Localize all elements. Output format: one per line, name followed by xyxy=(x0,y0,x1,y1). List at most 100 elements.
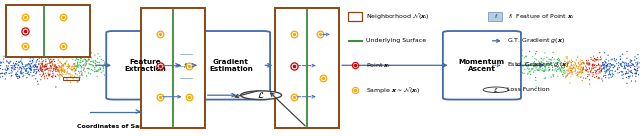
Point xyxy=(0,68,10,70)
Point xyxy=(561,56,571,58)
Point xyxy=(86,56,96,58)
Point xyxy=(16,66,26,68)
Point xyxy=(81,61,91,63)
Point xyxy=(516,65,526,68)
Point xyxy=(617,71,627,73)
Point xyxy=(603,68,613,70)
Point xyxy=(17,64,28,66)
Point xyxy=(54,78,65,80)
Point xyxy=(47,61,57,63)
Point xyxy=(573,66,584,68)
Point xyxy=(98,70,108,72)
Point xyxy=(613,62,623,64)
Point xyxy=(539,57,549,60)
Point xyxy=(581,70,591,72)
Text: Gradient
Estimation: Gradient Estimation xyxy=(209,59,253,72)
Point xyxy=(83,67,93,69)
Point xyxy=(74,59,84,61)
Point xyxy=(78,60,88,62)
Point xyxy=(47,60,57,63)
Point xyxy=(95,67,105,69)
Point xyxy=(558,74,568,76)
Point xyxy=(569,64,579,66)
Point xyxy=(586,71,596,73)
Point xyxy=(58,63,68,66)
Point xyxy=(58,64,68,66)
Point xyxy=(19,66,29,68)
Point xyxy=(113,61,124,63)
Point xyxy=(531,79,541,81)
Text: $f_i$: $f_i$ xyxy=(184,61,189,72)
Point xyxy=(12,67,22,69)
Point xyxy=(483,56,493,58)
Point xyxy=(102,60,113,62)
Point xyxy=(570,69,580,71)
Point xyxy=(21,70,31,72)
Point xyxy=(71,69,81,71)
Circle shape xyxy=(241,91,282,100)
Point xyxy=(83,67,93,69)
Point xyxy=(532,65,542,67)
Point xyxy=(77,74,88,76)
Point xyxy=(534,69,544,71)
Point xyxy=(525,64,536,67)
Point xyxy=(157,64,168,67)
Point xyxy=(24,73,34,76)
Point xyxy=(556,69,566,71)
Point xyxy=(631,71,640,73)
Point xyxy=(21,72,31,75)
Point xyxy=(70,59,81,61)
Point xyxy=(90,63,100,65)
Point xyxy=(69,63,79,65)
Point xyxy=(116,67,126,69)
Point xyxy=(584,83,595,85)
Point xyxy=(498,77,508,79)
Point xyxy=(56,69,67,71)
Point xyxy=(10,68,20,70)
Point xyxy=(50,68,60,70)
Point xyxy=(563,61,573,63)
Point xyxy=(20,65,31,67)
Point xyxy=(541,60,552,62)
Point xyxy=(124,61,134,63)
Point xyxy=(572,66,582,68)
Point xyxy=(69,70,79,72)
Point xyxy=(627,72,637,74)
Point xyxy=(499,64,509,66)
Point xyxy=(547,67,557,69)
Bar xyxy=(63,77,79,80)
Point xyxy=(20,69,31,71)
Point xyxy=(128,66,138,68)
Point xyxy=(618,53,628,55)
Point xyxy=(541,65,551,67)
Point xyxy=(573,68,584,70)
Point xyxy=(92,70,102,72)
Point xyxy=(37,65,47,67)
Point xyxy=(23,71,33,73)
Point xyxy=(566,71,576,73)
Point xyxy=(61,60,72,62)
Point xyxy=(592,58,602,61)
Point xyxy=(540,52,550,54)
Point xyxy=(17,62,27,64)
Point xyxy=(522,67,532,69)
Point xyxy=(621,72,632,74)
Point xyxy=(84,58,95,61)
Point xyxy=(598,64,608,66)
Point xyxy=(81,61,92,63)
Point xyxy=(536,65,547,67)
Point xyxy=(627,64,637,67)
Point xyxy=(607,64,617,66)
Point xyxy=(507,69,517,72)
Point xyxy=(566,69,576,71)
Point xyxy=(586,56,596,58)
Point xyxy=(86,73,96,75)
Point xyxy=(40,72,51,74)
Point xyxy=(88,64,99,67)
Point xyxy=(575,71,585,74)
Text: $f_i$  Feature of Point $\boldsymbol{x}_i$: $f_i$ Feature of Point $\boldsymbol{x}_i… xyxy=(508,12,575,21)
Point xyxy=(72,62,83,64)
Point xyxy=(550,65,560,67)
Point xyxy=(17,70,27,72)
Point xyxy=(508,61,518,63)
